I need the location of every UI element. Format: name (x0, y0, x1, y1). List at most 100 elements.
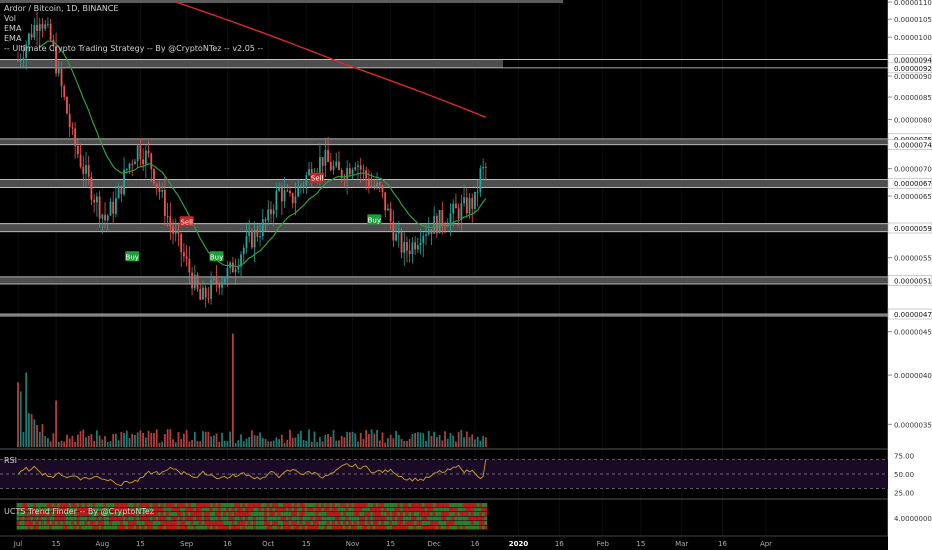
trend-cell (318, 525, 322, 530)
trend-cell (318, 507, 322, 512)
candle-body (136, 145, 139, 162)
trend-cell (255, 525, 259, 530)
indicator-ema-2[interactable]: EMA (4, 34, 22, 43)
trend-cell (62, 507, 66, 512)
trend-cell (394, 503, 398, 507)
trend-cell (291, 521, 295, 525)
trend-cell (362, 516, 365, 521)
trend-cell (106, 525, 110, 530)
trend-cell (239, 503, 243, 507)
volume-bar (395, 430, 397, 447)
trend-cell (307, 512, 311, 516)
trend-cell (367, 521, 371, 525)
trend-cell (119, 503, 123, 507)
trend-cell (381, 525, 384, 530)
trend-cell (215, 503, 218, 507)
trend-cell (57, 507, 61, 512)
trend-cell (255, 503, 259, 507)
volume-bar (163, 434, 166, 447)
trend-cell (111, 512, 115, 516)
volume-bar (267, 441, 270, 447)
trend-cell (166, 521, 169, 525)
trend-cell (149, 512, 153, 516)
trend-cell (187, 525, 191, 530)
trend-cell (391, 525, 395, 530)
volume-bar (406, 441, 408, 447)
trend-cell (443, 516, 447, 521)
candle-body (319, 157, 321, 173)
volume-bar (387, 438, 389, 447)
trend-cell (84, 516, 88, 521)
trend-cell (84, 512, 88, 516)
trend-cell (231, 512, 235, 516)
candle-body (196, 274, 199, 289)
volume-bar (283, 442, 286, 447)
trend-cell (408, 507, 412, 512)
trend-cell (32, 521, 36, 525)
trend-cell (60, 507, 63, 512)
trend-cell (430, 516, 433, 521)
candle-body (44, 24, 47, 29)
candle-body (207, 297, 210, 299)
trend-cell (119, 507, 123, 512)
volume-bar (142, 432, 145, 447)
candle-body (63, 86, 66, 97)
candle-body (204, 287, 207, 298)
trend-cell (35, 503, 39, 507)
trend-cell (454, 512, 458, 516)
price-label-box (887, 139, 932, 150)
trend-cell (144, 525, 148, 530)
x-tick-label: 16 (555, 540, 564, 548)
trend-cell (106, 521, 110, 525)
trend-cell (353, 503, 357, 507)
trend-cell (81, 521, 85, 525)
trend-cell (272, 521, 276, 525)
candle-body (465, 197, 468, 214)
trend-cell (432, 516, 436, 521)
x-tick-label: 15 (386, 540, 395, 548)
trend-cell (57, 512, 61, 516)
candle-body (57, 67, 60, 74)
trend-cell (128, 507, 131, 512)
trend-cell (484, 521, 488, 525)
trend-cell (209, 503, 213, 507)
trend-cell (294, 503, 297, 507)
indicator-ema-1[interactable]: EMA (4, 24, 22, 33)
trend-cell (239, 525, 243, 530)
indicator-vol[interactable]: Vol (4, 14, 16, 23)
volume-bar (218, 441, 221, 447)
trend-cell (54, 512, 58, 516)
trend-cell (179, 521, 183, 525)
trend-cell (269, 525, 273, 530)
trend-cell (470, 512, 474, 516)
trend-cell (163, 507, 167, 512)
trend-cell (16, 507, 20, 512)
price-label: 0.00000673 (894, 180, 932, 188)
trend-cell (299, 503, 303, 507)
trend-cell (334, 521, 338, 525)
trend-cell (291, 512, 295, 516)
candle-body (406, 242, 408, 251)
trend-cell (315, 512, 319, 516)
trend-cell (92, 507, 96, 512)
volume-bar (185, 430, 188, 447)
trend-cell (359, 521, 363, 525)
candle-body (427, 229, 430, 235)
trend-cell (100, 503, 104, 507)
trend-cell (177, 516, 180, 521)
trend-cell (168, 507, 172, 512)
ema-fast-line (39, 40, 487, 267)
trend-cell (106, 512, 110, 516)
trend-cell (375, 503, 379, 507)
trend-cell (79, 507, 82, 512)
trend-cell (321, 525, 325, 530)
trend-cell (46, 503, 50, 507)
trend-cell (46, 512, 50, 516)
trend-cell (375, 525, 379, 530)
trend-cell (166, 516, 169, 521)
indicator-ucts[interactable]: -- Ultimate Crypto Trading Strategy -- B… (4, 44, 264, 53)
trend-cell (24, 507, 28, 512)
